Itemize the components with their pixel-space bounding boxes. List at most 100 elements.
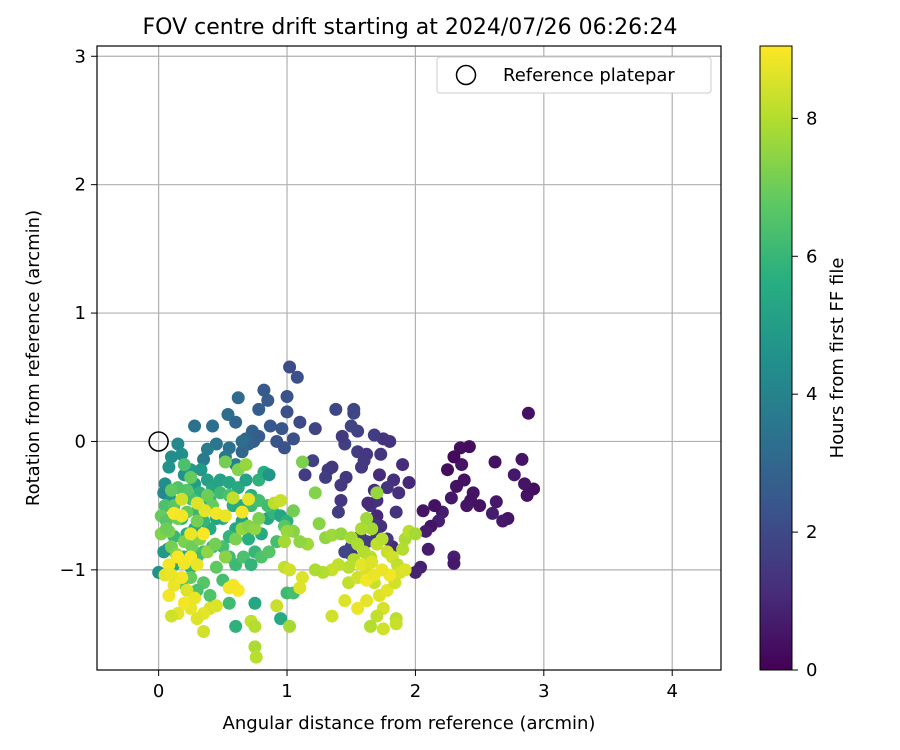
data-point bbox=[372, 468, 386, 482]
data-point bbox=[159, 522, 173, 536]
data-point bbox=[375, 532, 389, 546]
data-point bbox=[283, 619, 297, 633]
colorbar-tick-label: 8 bbox=[806, 108, 817, 129]
data-point bbox=[338, 545, 352, 559]
reference-platepar-marker bbox=[148, 431, 169, 452]
data-point bbox=[235, 445, 249, 459]
data-point bbox=[218, 550, 232, 564]
data-point bbox=[507, 468, 521, 482]
data-point bbox=[308, 422, 322, 436]
x-tick-label: 3 bbox=[538, 681, 549, 702]
data-point bbox=[209, 599, 223, 613]
y-axis-label: Rotation from reference (arcmin) bbox=[23, 210, 44, 506]
data-point bbox=[428, 499, 442, 513]
data-point bbox=[354, 522, 368, 536]
data-point bbox=[197, 527, 211, 541]
data-point bbox=[360, 511, 374, 525]
data-point bbox=[389, 505, 403, 519]
data-point bbox=[209, 560, 223, 574]
data-point bbox=[338, 594, 352, 608]
data-point bbox=[229, 532, 243, 546]
data-point bbox=[262, 545, 276, 559]
data-point bbox=[164, 450, 178, 464]
data-point bbox=[184, 470, 198, 484]
data-point bbox=[365, 522, 379, 536]
data-point bbox=[441, 463, 455, 477]
data-point bbox=[457, 473, 471, 487]
data-point bbox=[396, 542, 410, 556]
data-point bbox=[177, 596, 191, 610]
data-point bbox=[162, 558, 176, 572]
x-axis-label: Angular distance from reference (arcmin) bbox=[223, 713, 596, 734]
x-tick-label: 1 bbox=[281, 681, 292, 702]
data-point bbox=[489, 495, 503, 509]
data-point bbox=[248, 522, 262, 536]
data-point bbox=[308, 486, 322, 500]
data-point bbox=[188, 591, 202, 605]
data-point bbox=[306, 454, 320, 468]
data-point bbox=[249, 650, 263, 664]
data-point bbox=[357, 454, 371, 468]
data-point bbox=[293, 581, 307, 595]
data-point bbox=[398, 563, 412, 577]
data-point bbox=[421, 542, 435, 556]
data-point bbox=[447, 450, 461, 464]
data-point bbox=[200, 442, 214, 456]
data-point bbox=[164, 568, 178, 582]
data-point bbox=[177, 458, 191, 472]
data-point bbox=[229, 415, 243, 429]
data-point bbox=[370, 486, 384, 500]
data-point bbox=[334, 527, 348, 541]
data-point bbox=[447, 556, 461, 570]
data-point bbox=[298, 468, 312, 482]
data-point bbox=[308, 563, 322, 577]
plot-frame bbox=[96, 45, 722, 671]
data-point bbox=[347, 406, 361, 420]
data-point bbox=[496, 514, 510, 528]
data-point bbox=[518, 477, 532, 491]
legend-marker-open-circle-icon bbox=[455, 64, 477, 86]
data-point bbox=[396, 458, 410, 472]
data-point bbox=[312, 517, 326, 531]
data-point bbox=[200, 488, 214, 502]
data-point bbox=[416, 504, 430, 518]
data-point bbox=[344, 419, 358, 433]
data-point bbox=[453, 441, 467, 455]
data-point bbox=[520, 488, 534, 502]
data-point bbox=[274, 612, 288, 626]
data-point bbox=[334, 478, 348, 492]
data-point bbox=[402, 476, 416, 490]
data-point bbox=[226, 578, 240, 592]
data-point bbox=[171, 437, 185, 451]
colorbar-gradient bbox=[759, 45, 793, 671]
data-point bbox=[162, 460, 176, 474]
data-point bbox=[485, 506, 499, 520]
data-point bbox=[190, 558, 204, 572]
data-point bbox=[164, 609, 178, 623]
data-point bbox=[252, 511, 266, 525]
data-point bbox=[521, 406, 535, 420]
data-point bbox=[188, 419, 202, 433]
data-point bbox=[248, 640, 262, 654]
x-tick-label: 4 bbox=[666, 681, 677, 702]
x-ticks: 0 1 2 3 4 bbox=[153, 670, 678, 702]
data-point bbox=[365, 555, 379, 569]
data-point bbox=[392, 486, 406, 500]
y-tick-label: 0 bbox=[75, 431, 86, 452]
colorbar: 0 2 4 6 8 Hours from first FF file bbox=[759, 45, 848, 681]
data-point bbox=[335, 429, 349, 443]
data-point bbox=[334, 494, 348, 508]
data-point bbox=[263, 419, 277, 433]
data-point bbox=[235, 434, 249, 448]
data-point bbox=[293, 535, 307, 549]
legend-label: Reference platepar bbox=[503, 65, 675, 86]
data-point bbox=[252, 402, 266, 416]
data-points bbox=[152, 360, 541, 664]
legend: Reference platepar bbox=[436, 56, 712, 94]
data-point bbox=[389, 617, 403, 631]
data-point bbox=[190, 496, 204, 510]
data-point bbox=[515, 452, 529, 466]
data-point bbox=[367, 428, 381, 442]
data-point bbox=[190, 514, 204, 528]
data-point bbox=[275, 422, 289, 436]
